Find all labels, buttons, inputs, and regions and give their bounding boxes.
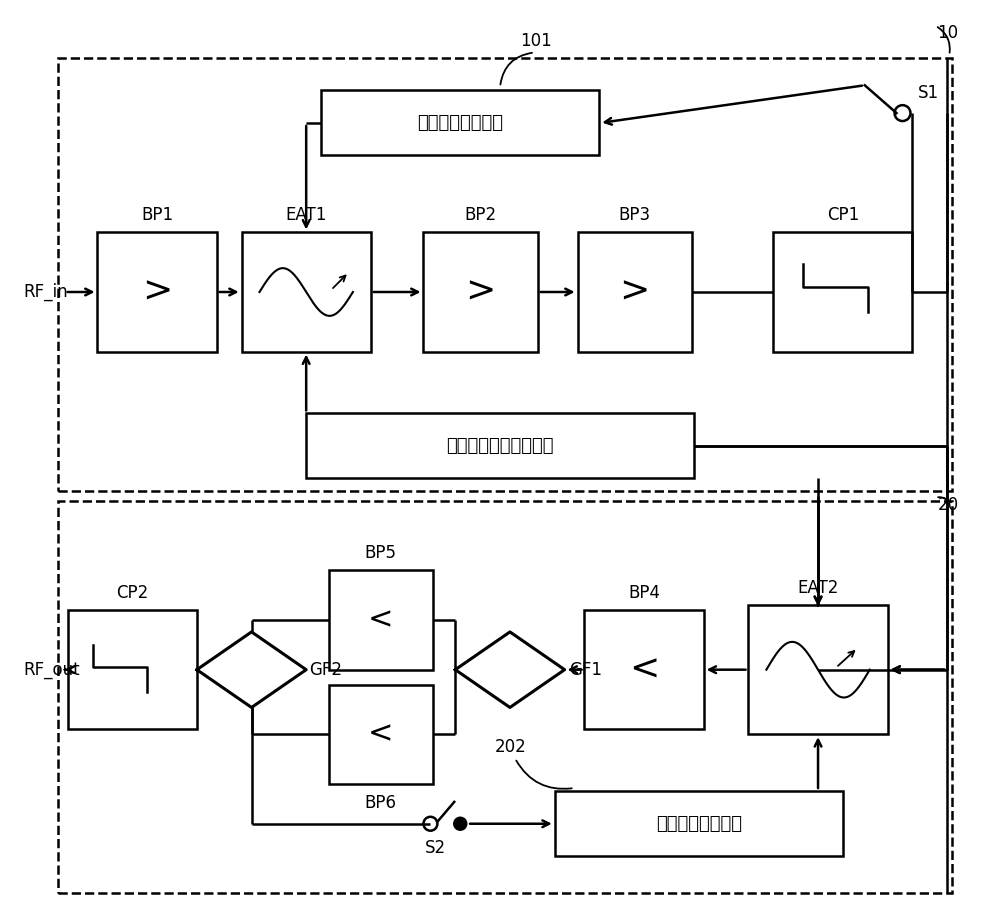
- Text: EAT2: EAT2: [797, 579, 839, 597]
- Text: EAT1: EAT1: [286, 207, 327, 224]
- Polygon shape: [197, 632, 306, 708]
- Bar: [329, 570, 433, 670]
- Text: RF_out: RF_out: [23, 660, 80, 679]
- Text: <: <: [629, 652, 659, 687]
- Text: GF1: GF1: [570, 660, 603, 679]
- Bar: [306, 414, 694, 478]
- Bar: [584, 610, 704, 730]
- Text: >: >: [465, 275, 495, 309]
- Bar: [578, 232, 692, 352]
- Text: CP1: CP1: [827, 207, 859, 224]
- Text: >: >: [619, 275, 649, 309]
- Text: 202: 202: [495, 738, 527, 756]
- Bar: [68, 610, 197, 730]
- Text: 101: 101: [520, 33, 552, 50]
- Text: GF2: GF2: [309, 660, 342, 679]
- Bar: [58, 501, 952, 894]
- Text: BP6: BP6: [365, 793, 397, 812]
- Bar: [242, 232, 371, 352]
- Text: BP5: BP5: [365, 545, 397, 562]
- Bar: [321, 90, 599, 155]
- Circle shape: [454, 818, 466, 830]
- Bar: [329, 684, 433, 784]
- Bar: [97, 232, 217, 352]
- Text: BP4: BP4: [628, 584, 660, 602]
- Text: 第二直流处理电路: 第二直流处理电路: [656, 814, 742, 833]
- Polygon shape: [455, 632, 565, 708]
- Text: BP3: BP3: [618, 207, 650, 224]
- Text: CP2: CP2: [116, 584, 148, 602]
- Text: S1: S1: [917, 84, 939, 102]
- Bar: [423, 232, 538, 352]
- Text: 10: 10: [937, 24, 958, 42]
- Text: 手机芯片同步监控装置: 手机芯片同步监控装置: [446, 437, 554, 456]
- Text: BP1: BP1: [141, 207, 173, 224]
- Text: BP2: BP2: [464, 207, 496, 224]
- Bar: [555, 791, 843, 855]
- Bar: [58, 58, 952, 491]
- Text: <: <: [368, 720, 393, 749]
- Text: <: <: [368, 606, 393, 634]
- Text: 20: 20: [937, 496, 958, 514]
- Text: RF_in: RF_in: [23, 283, 68, 302]
- Bar: [748, 605, 888, 734]
- Text: 第一直流处理电路: 第一直流处理电路: [417, 114, 503, 132]
- Bar: [773, 232, 912, 352]
- Text: >: >: [142, 275, 172, 309]
- Text: S2: S2: [425, 839, 446, 856]
